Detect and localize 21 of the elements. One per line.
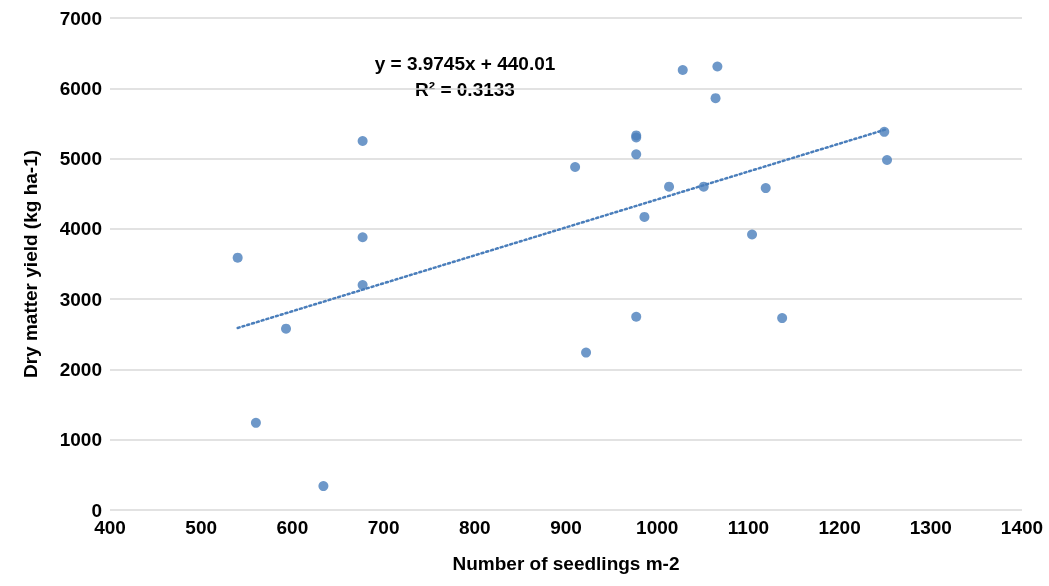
y-tick-label: 3000: [59, 288, 102, 310]
x-tick-label: 700: [367, 517, 400, 538]
x-tick-label: 1200: [818, 517, 861, 538]
y-tick-label: 5000: [59, 148, 102, 170]
x-tick-label: 1400: [1000, 517, 1044, 538]
x-tick-label: 1100: [727, 517, 770, 538]
y-axis-title: Dry matter yield (kg ha-1): [20, 149, 41, 379]
x-tick-label: 900: [550, 517, 582, 538]
x-tick-label: 1000: [636, 517, 679, 538]
y-tick-label: 4000: [59, 218, 102, 240]
annotation: y = 3.9745x + 440.01: [374, 52, 556, 74]
annotation: R² = 0.3133: [415, 78, 515, 100]
y-tick-label: 7000: [59, 7, 102, 29]
x-tick-label: 500: [185, 517, 218, 538]
x-axis-title: Number of seedlings m-2: [452, 553, 680, 574]
y-tick-label: 2000: [59, 358, 102, 380]
x-tick-label: 800: [458, 517, 491, 538]
x-tick-label: 1300: [909, 517, 952, 538]
y-tick-label: 1000: [59, 429, 102, 451]
y-tick-label: 6000: [59, 77, 102, 99]
x-tick-label: 600: [276, 517, 309, 538]
